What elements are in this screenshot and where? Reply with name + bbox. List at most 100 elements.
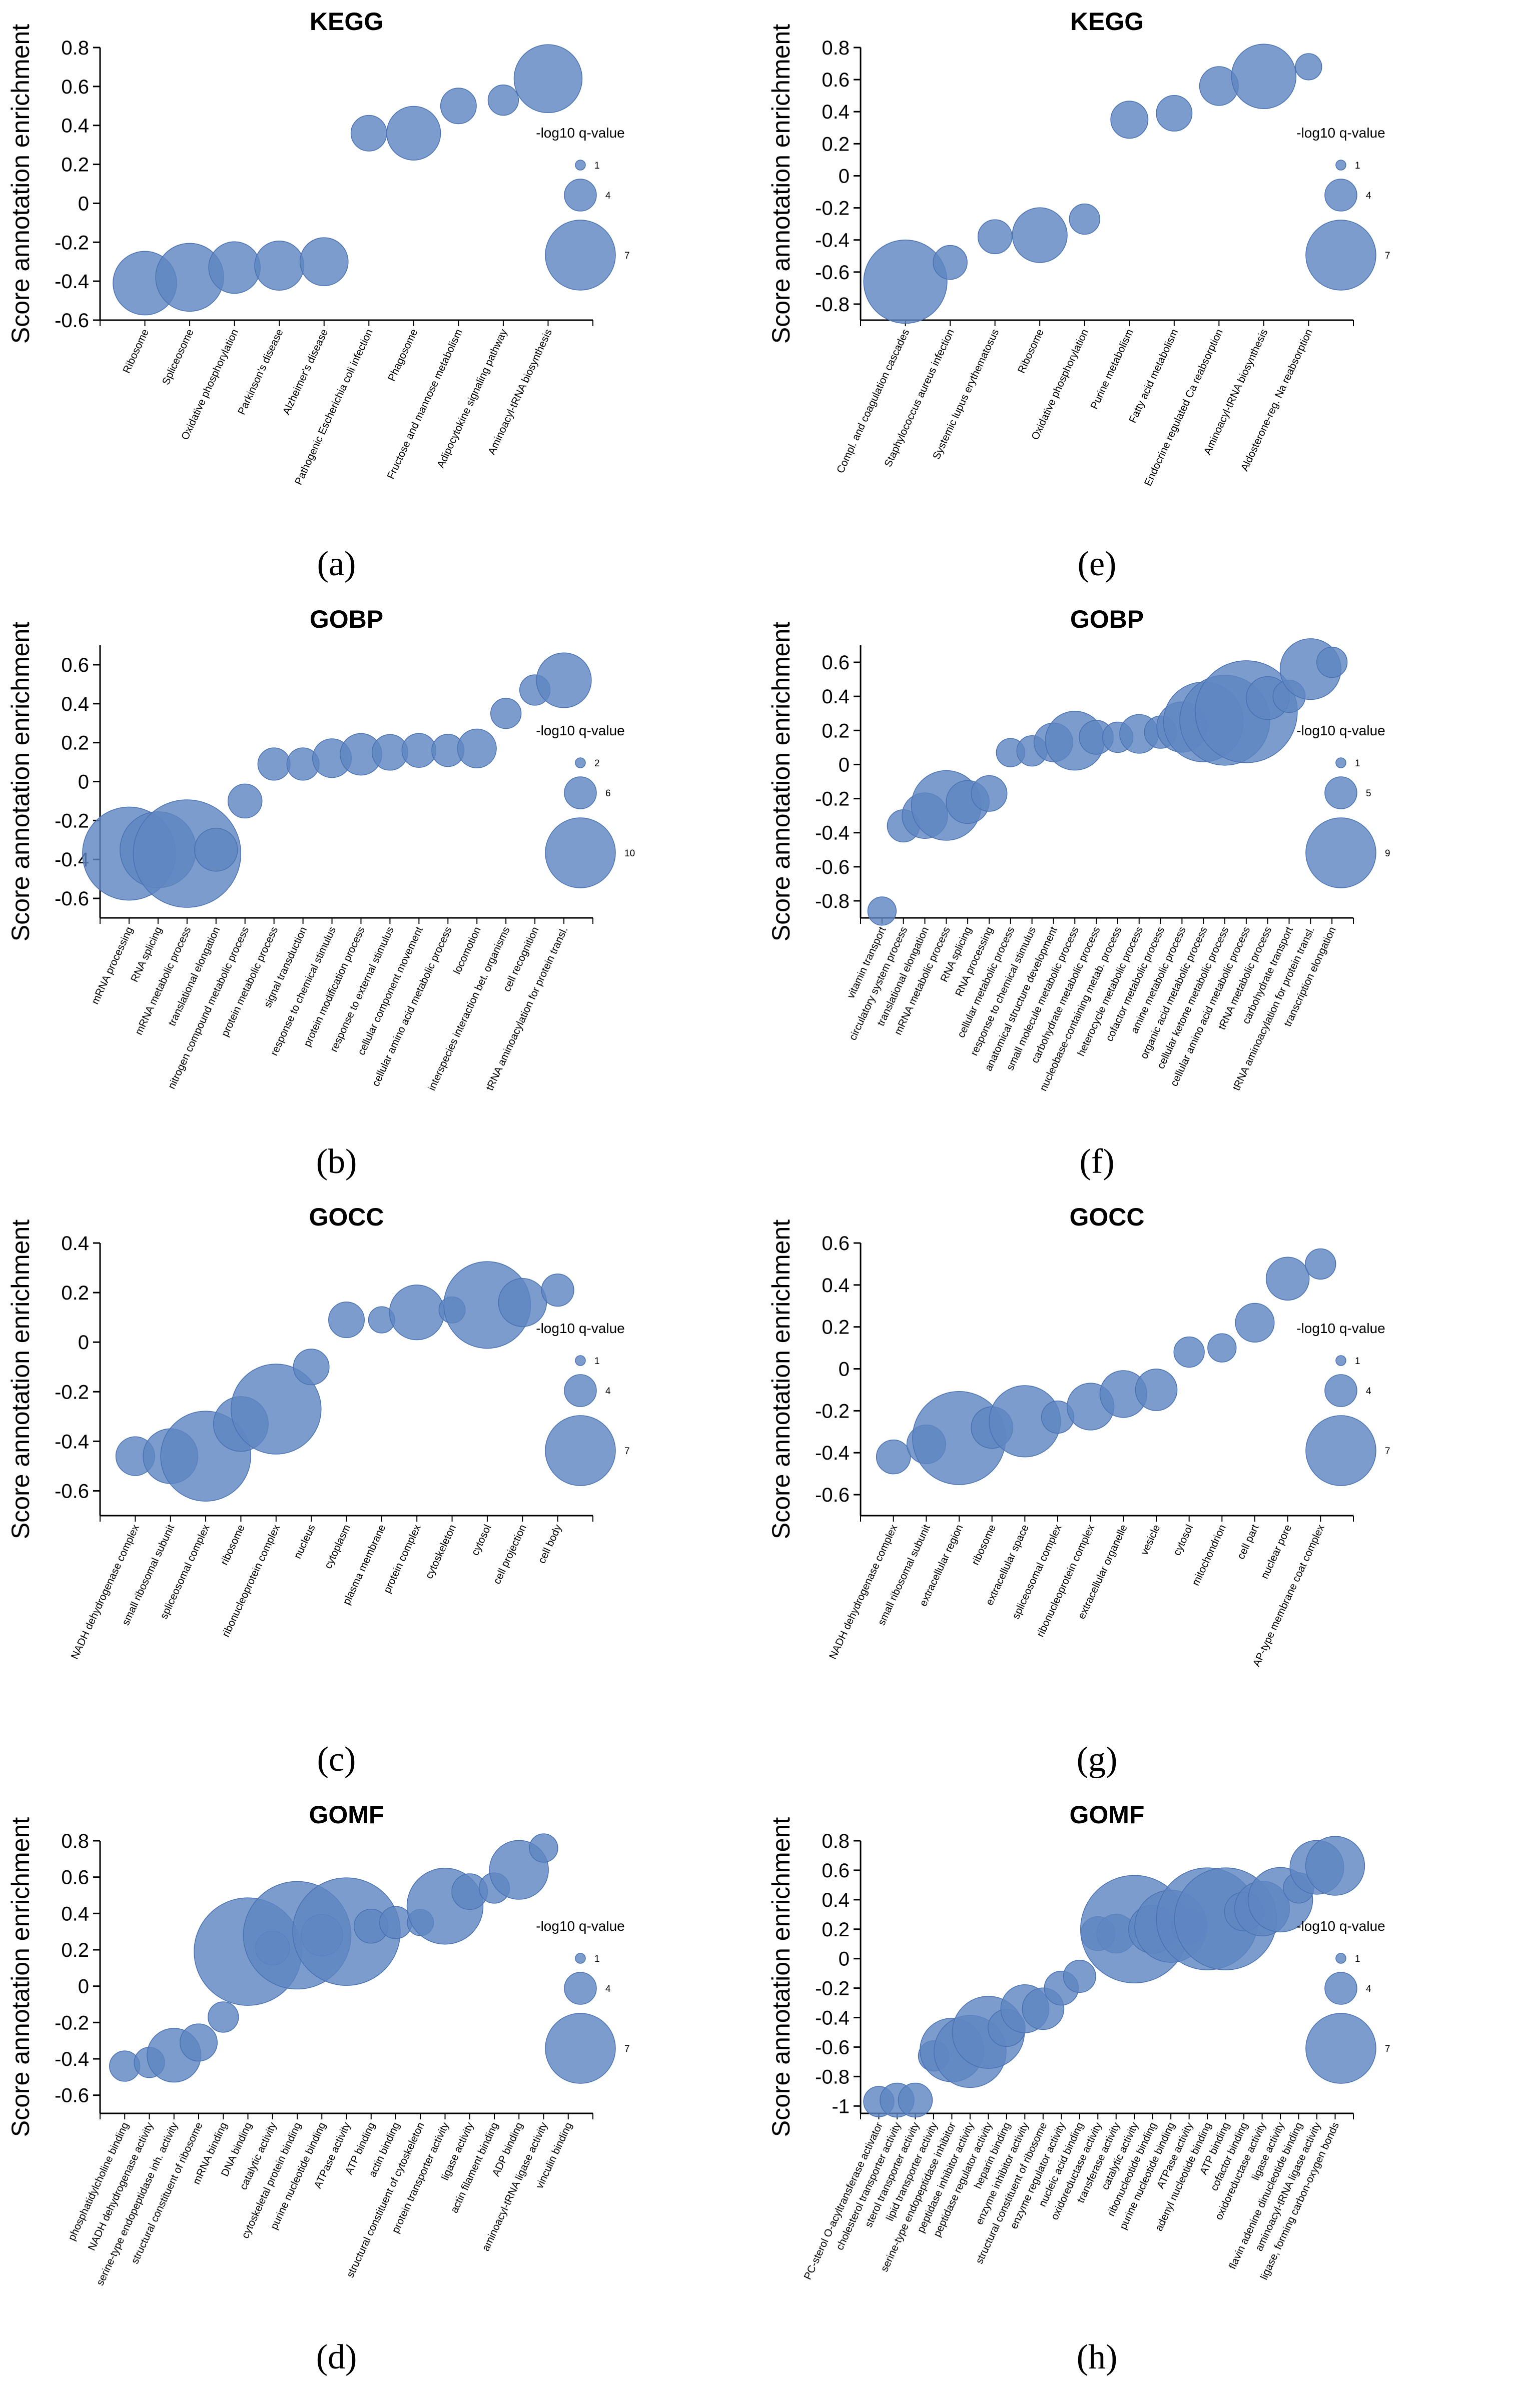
y-tick-label: 0.4 — [822, 1275, 850, 1297]
legend-value-label: 2 — [594, 758, 600, 769]
y-tick-label: 0.4 — [61, 1903, 89, 1925]
chart-title: GOBP — [310, 605, 383, 633]
data-bubble — [1235, 1303, 1275, 1343]
x-tick-label: ribosome — [970, 1523, 998, 1567]
y-tick-label: 0.4 — [822, 686, 850, 708]
legend-bubble — [1305, 2013, 1376, 2084]
data-bubble — [513, 44, 583, 114]
y-tick-label: 0.8 — [61, 37, 89, 59]
x-tick-label: cytosol — [469, 1523, 493, 1557]
y-axis-label: Score annotation enrichment — [7, 24, 35, 344]
x-tick-label: Purine metabolism — [1088, 327, 1135, 411]
y-tick-label: 0.8 — [822, 37, 850, 59]
data-bubble — [876, 1439, 911, 1475]
y-tick-label: 0 — [78, 193, 89, 215]
legend-bubble — [545, 2013, 616, 2084]
x-tick-label: translational elongation — [166, 925, 222, 1027]
x-tick-label: Alzheimer's disease — [281, 327, 330, 416]
legend-title: -log10 q-value — [536, 1918, 624, 1934]
y-tick-label: 0.6 — [61, 1867, 89, 1889]
x-tick-label: PC-sterol O-acyltransferase activator — [802, 2120, 885, 2281]
x-tick-label: Ribosome — [121, 327, 151, 375]
x-tick-label: NADH dehydrogenase complex — [69, 1523, 142, 1661]
legend-bubble — [1324, 1972, 1357, 2005]
data-bubble — [254, 240, 305, 291]
panel-label: (f) — [1080, 1142, 1115, 1180]
y-tick-label: 0.8 — [61, 1830, 89, 1852]
panel-label: (b) — [316, 1142, 357, 1180]
legend-title: -log10 q-value — [1296, 1918, 1385, 1934]
x-tick-label: nucleus — [292, 1523, 317, 1560]
legend-bubble — [564, 1374, 597, 1407]
legend-value-label: 4 — [605, 1984, 611, 1994]
y-tick-label: -0.2 — [55, 2012, 89, 2034]
y-tick-label: -0.8 — [815, 294, 850, 316]
data-bubble — [208, 2001, 239, 2033]
y-tick-label: 0.6 — [822, 1860, 850, 1882]
y-tick-label: -0.4 — [815, 1442, 850, 1464]
data-bubble — [1207, 1333, 1237, 1363]
data-bubble — [457, 728, 497, 768]
legend-value-label: 4 — [1366, 1984, 1371, 1994]
x-tick-label: Ribosome — [1016, 327, 1046, 375]
panel-label: (g) — [1077, 1740, 1118, 1778]
chart-panel: GOCC Score annotation enrichment -0.6 -0.4 -… — [0, 1195, 740, 1778]
bubble-chart: GOBP Score annotation enrichment -0.8 -0.6 -… — [767, 605, 1390, 1180]
legend-value-label: 1 — [1355, 1356, 1360, 1367]
data-bubble — [977, 219, 1013, 255]
y-tick-label: -0.2 — [815, 1978, 850, 2000]
legend-value-label: 7 — [624, 2044, 630, 2054]
y-tick-label: 0.4 — [61, 115, 89, 137]
chart-title: GOBP — [1070, 605, 1144, 633]
y-tick-label: -0.4 — [55, 2048, 89, 2070]
data-bubble — [863, 240, 948, 324]
legend-value-label: 7 — [624, 1446, 630, 1457]
panel-label: (h) — [1077, 2338, 1118, 2376]
y-tick-label: 0.6 — [61, 76, 89, 98]
x-tick-label: cell part — [1235, 1523, 1261, 1561]
chart-title: KEGG — [1070, 8, 1144, 36]
x-tick-label: ribosome — [219, 1523, 247, 1567]
panel-label: (c) — [317, 1740, 356, 1778]
y-tick-label: -0.6 — [815, 2036, 850, 2058]
y-tick-label: 0.6 — [822, 1233, 850, 1255]
legend-title: -log10 q-value — [536, 723, 624, 738]
y-tick-label: -0.6 — [815, 262, 850, 284]
data-bubble — [1135, 1369, 1178, 1411]
legend-bubble — [545, 817, 616, 888]
y-tick-label: -0.2 — [815, 198, 850, 220]
legend-value-label: 9 — [1385, 848, 1390, 859]
y-axis-label: Score annotation enrichment — [7, 1220, 35, 1539]
legend-title: -log10 q-value — [1296, 125, 1385, 141]
y-tick-label: -0.4 — [55, 1431, 89, 1453]
y-tick-label: 0.2 — [822, 133, 850, 155]
x-tick-label: protein complex — [381, 1523, 423, 1595]
y-tick-label: 0.6 — [61, 654, 89, 676]
chart-panel: GOBP Score annotation enrichment -0.8 -0.6 -… — [760, 598, 1501, 1180]
legend-bubble — [564, 1972, 597, 2005]
x-tick-label: Phagosome — [386, 327, 420, 383]
bubble-chart: GOMF Score annotation enrichment -0.6 -0.4 -… — [7, 1801, 630, 2376]
legend-value-label: 1 — [1355, 758, 1360, 769]
y-tick-label: 0 — [78, 771, 89, 793]
y-tick-label: 0.4 — [61, 693, 89, 715]
legend-bubble — [1305, 1415, 1376, 1486]
data-bubble — [1316, 646, 1348, 678]
x-tick-label: vesicle — [1139, 1523, 1163, 1557]
legend-bubble — [1335, 757, 1346, 768]
legend-value-label: 1 — [594, 1356, 600, 1367]
y-tick-label: -0.2 — [815, 1400, 850, 1422]
data-bubble — [257, 747, 291, 781]
data-bubble — [490, 698, 522, 729]
chart-title: GOCC — [1070, 1203, 1145, 1231]
chart-panel: GOMF Score annotation enrichment -0.6 -0.4 -… — [0, 1793, 740, 2376]
y-tick-label: -0.2 — [815, 788, 850, 810]
y-tick-label: -0.4 — [815, 2007, 850, 2029]
chart-title: KEGG — [310, 8, 383, 36]
data-bubble — [386, 106, 441, 161]
bubble-chart: KEGG Score annotation enrichment -0.8 -0.6 -… — [767, 8, 1390, 583]
x-tick-label: cell projection — [491, 1523, 529, 1586]
data-bubble — [1012, 207, 1068, 263]
y-tick-label: 0.2 — [822, 720, 850, 742]
